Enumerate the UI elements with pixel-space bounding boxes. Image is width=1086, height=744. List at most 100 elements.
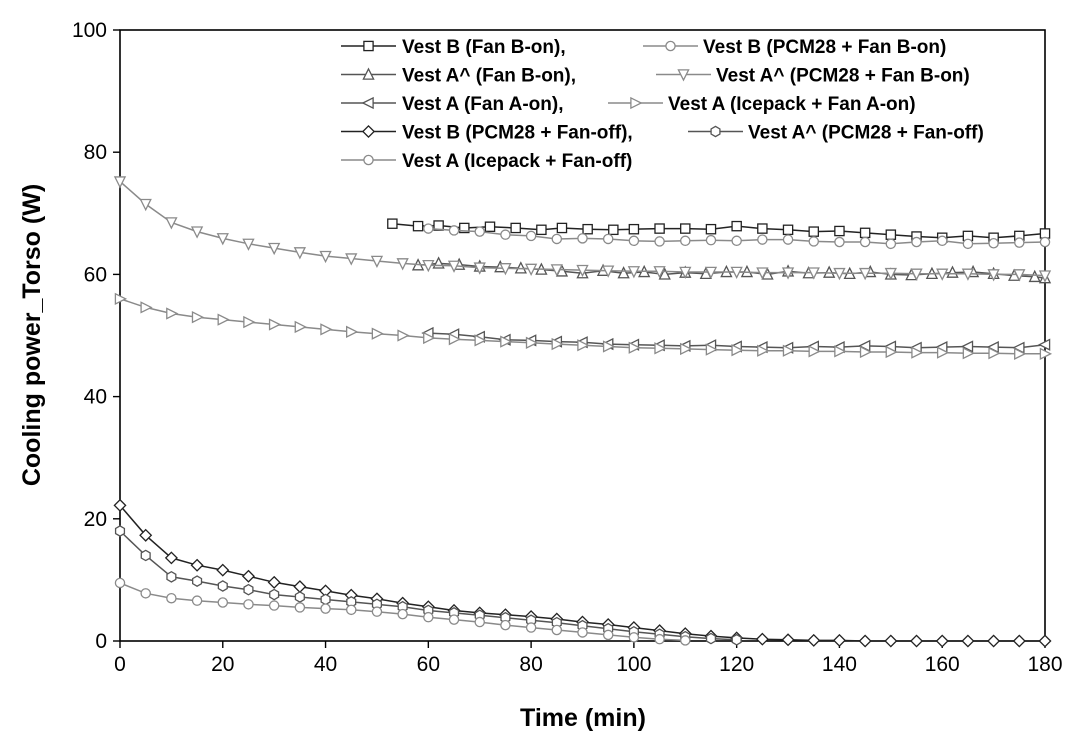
data-point — [139, 528, 153, 542]
data-point — [577, 233, 588, 244]
data-point — [911, 346, 924, 359]
data-point — [705, 632, 717, 645]
data-point — [423, 223, 434, 234]
data-point — [704, 266, 718, 280]
legend-item: Vest B (PCM28 + Fan B-on) — [643, 37, 946, 58]
x-tick-label: 40 — [314, 653, 337, 676]
data-point — [448, 333, 462, 346]
x-tick-label: 160 — [925, 653, 960, 676]
data-point — [755, 632, 769, 646]
data-point — [1014, 347, 1027, 360]
legend-label: Vest A^ (PCM28 + Fan B-on) — [716, 66, 970, 87]
data-point — [216, 233, 229, 246]
series-3 — [411, 256, 1052, 284]
data-point — [627, 266, 641, 279]
legend-item: Vest A (Fan A-on), — [341, 94, 564, 115]
data-point — [1037, 338, 1051, 351]
data-point — [757, 223, 768, 234]
y-tick-label: 60 — [84, 263, 107, 286]
legend-item: Vest A (Icepack + Fan A-on) — [608, 94, 916, 115]
data-point — [807, 267, 820, 280]
data-point — [782, 234, 794, 245]
data-point — [617, 266, 630, 279]
data-point — [782, 224, 794, 236]
plot-frame — [119, 29, 1046, 642]
data-point — [1012, 634, 1026, 648]
data-point — [536, 224, 547, 236]
data-point — [412, 220, 424, 232]
data-point — [834, 225, 845, 237]
legend-item: Vest A^ (PCM28 + Fan-off) — [688, 123, 984, 144]
data-point — [858, 267, 872, 281]
data-point — [140, 301, 153, 314]
data-point — [859, 236, 871, 248]
data-point — [834, 345, 847, 358]
y-axis-title: Cooling power_Torso (W) — [18, 184, 46, 486]
data-point — [807, 633, 821, 647]
data-point — [267, 575, 281, 589]
data-point — [474, 334, 487, 347]
data-point — [241, 569, 255, 583]
data-point — [680, 342, 693, 356]
x-tick-label: 100 — [616, 653, 651, 676]
data-point — [680, 235, 691, 247]
data-point — [1013, 269, 1026, 282]
data-point — [371, 606, 383, 617]
series-9 — [114, 577, 691, 646]
data-point — [781, 267, 795, 280]
data-point — [397, 608, 408, 620]
legend-label: Vest A (Icepack + Fan A-on) — [668, 94, 916, 115]
x-tick-label: 80 — [519, 653, 542, 676]
data-point — [731, 633, 742, 646]
data-point — [988, 347, 1001, 360]
x-axis-title: Time (min) — [520, 704, 646, 732]
data-point — [191, 595, 203, 606]
x-tick-label: 0 — [114, 653, 126, 676]
legend-item: Vest B (PCM28 + Fan-off), — [341, 123, 633, 144]
data-point — [510, 222, 521, 234]
data-point — [459, 222, 470, 234]
data-point — [946, 265, 959, 278]
data-point — [1039, 347, 1053, 360]
data-point — [474, 226, 485, 237]
legend: Vest B (Fan B-on), Vest B (PCM28 + Fan B-… — [341, 37, 984, 172]
data-point — [268, 242, 281, 256]
x-tick-label: 20 — [211, 653, 234, 676]
data-point — [473, 262, 486, 275]
legend-label: Vest B (Fan B-on), — [402, 37, 566, 58]
data-point — [140, 588, 151, 599]
data-point — [859, 345, 873, 359]
data-point — [731, 344, 744, 357]
data-point — [396, 258, 409, 271]
data-point — [608, 224, 619, 236]
data-point — [885, 238, 897, 250]
data-point — [602, 629, 614, 641]
legend-marker — [630, 96, 643, 110]
data-point — [190, 226, 204, 239]
data-point — [387, 218, 398, 229]
legend-label: Vest A (Icepack + Fan-off) — [402, 151, 632, 172]
x-tick-label: 140 — [822, 653, 857, 676]
data-point — [628, 235, 640, 247]
data-point — [294, 320, 307, 334]
legend-item: Vest A (Icepack + Fan-off) — [341, 151, 632, 172]
data-point — [448, 614, 460, 625]
data-point — [1028, 269, 1041, 283]
series-8 — [114, 525, 742, 646]
data-point — [859, 227, 871, 239]
data-point — [293, 580, 307, 594]
series-layer — [113, 176, 1053, 648]
data-point — [962, 238, 974, 250]
data-point — [448, 225, 460, 236]
data-point — [730, 266, 743, 280]
data-point — [525, 336, 539, 349]
legend-label: Vest A^ (PCM28 + Fan-off) — [748, 123, 984, 144]
data-point — [114, 577, 126, 589]
data-point — [961, 634, 975, 648]
data-point — [514, 261, 527, 274]
axis-ticks: 0 20 40 60 80 100 120 140 160 180 0 20 40 60 80 100 — [72, 19, 1063, 676]
data-point — [217, 597, 229, 608]
data-point — [164, 551, 178, 565]
data-point — [242, 238, 255, 251]
